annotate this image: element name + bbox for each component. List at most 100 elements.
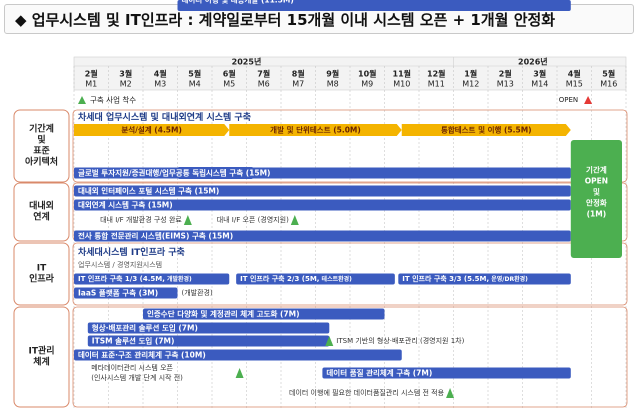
legend-open-label: OPEN [559, 96, 578, 104]
month-label: 10월 [358, 69, 377, 79]
split-milestone-icon [235, 368, 244, 378]
infra-segment-bar-sublabel: 개발환경) [165, 275, 192, 283]
phase-arrow-label: 통합테스트 및 이행 (5.5M) [441, 125, 532, 135]
infra-segment-bar-label: IT 인프라 구축 2/3 (5M, 테스트환경) [240, 274, 352, 283]
task-bar [322, 367, 571, 379]
task-bar [143, 308, 385, 320]
month-index-label: M11 [428, 80, 445, 89]
section-note-label: 업무시스템 / 경영지원시스템 [78, 260, 162, 269]
section-label-box [13, 109, 70, 183]
task-bar-label: ITSM 솔루션 도입 (7M) [92, 336, 175, 346]
month-label: 5월 [602, 69, 615, 79]
month-label: 4월 [568, 69, 581, 79]
task-bar-label: 데이터 이행 및 대응개발 (11.5M) [182, 0, 294, 5]
month-label: 8월 [292, 69, 305, 79]
task-bar-label: 인증수단 다양화 및 계정관리 체계 고도화 (7M) [147, 309, 300, 319]
month-label: 2월 [499, 69, 512, 79]
month-index-label: M1 [85, 80, 97, 89]
task-milestone-label: ITSM 기반의 형상·배포관리 (경영지원 1차) [336, 336, 464, 345]
section-frame [72, 109, 628, 183]
infra-segment-bar-sublabel: 테스트환경) [319, 275, 352, 283]
task-bar [74, 185, 571, 197]
stabilization-label: (1M) [587, 210, 607, 219]
year-label-2026: 2026년 [518, 57, 548, 67]
task-bar-label: 데이터 품질 관리체계 구축 (7M) [326, 368, 432, 378]
month-index-label: M14 [531, 80, 548, 89]
section-label-text: 인프라 [29, 273, 55, 285]
infra-segment-bar [236, 273, 395, 285]
infra-segment-bar-label: IT 인프라 구축 1/3 (4.5M, 개발환경) [78, 274, 192, 283]
task-bar-label: 형상·배포관리 솔루션 도입 (7M) [92, 323, 198, 333]
task-milestone-icon [325, 336, 334, 346]
milestone-label: 대내 I/F 오픈 (경영지원) [217, 215, 289, 224]
month-index-label: M10 [393, 80, 410, 89]
month-label: 11월 [393, 69, 412, 79]
infra-segment-bar-label: IT 인프라 구축 3/3 (5.5M, 운영/DR환경) [402, 274, 528, 283]
section-label-text: 연계 [33, 211, 50, 223]
section-label-text: 기간계 [29, 123, 54, 135]
infra-segment-bar-sublabel: 운영/DR환경) [489, 275, 528, 283]
phase-arrow [74, 124, 230, 136]
phase-arrow-label: 개발 및 단위테스트 (5.0M) [270, 125, 361, 135]
section-label-text: 아키텍처 [25, 156, 58, 168]
task-bar [177, 0, 571, 11]
task-bar [74, 349, 402, 361]
month-index-label: M6 [258, 80, 270, 89]
month-label: 5월 [188, 69, 201, 79]
split-milestone-label: 메타데이터관리 시스템 오픈 [91, 363, 173, 372]
task-bar [87, 335, 330, 347]
phase-arrow [401, 124, 571, 136]
month-label: 1월 [464, 69, 477, 79]
infra-segment-bar [74, 273, 230, 285]
month-label: 3월 [119, 69, 132, 79]
task-bar-label: 대내외 인터페이스 포털 시스템 구축 (15M) [78, 186, 219, 196]
stabilization-label: 기간계 [586, 165, 607, 175]
month-index-label: M5 [223, 80, 235, 89]
milestone-triangle-icon [446, 388, 455, 398]
section-header-label: 차세대 업무시스템 및 대내외연계 시스템 구축 [78, 111, 251, 123]
stabilization-label: 안정화 [586, 198, 607, 208]
task-bar-label: 데이터 표준·구조 관리체계 구축 (10M) [78, 350, 206, 360]
section-header-label: 차세대시스템 IT인프라 구축 [78, 246, 185, 258]
month-index-label: M9 [361, 80, 373, 89]
month-label: 9월 [326, 69, 339, 79]
month-index-label: M12 [462, 80, 479, 89]
infra-segment-bar [398, 273, 571, 285]
start-triangle-icon [78, 96, 86, 104]
task-bar-after-label: (개발환경) [182, 288, 213, 297]
task-bar [74, 199, 571, 211]
milestone-label: 데이터 이행에 필요한 데이터품질관리 시스템 전 적용 [289, 388, 445, 397]
section-label-text: 체계 [33, 356, 50, 368]
phase-arrow-label: 분석/설계 (4.5M) [121, 125, 182, 135]
legend-start-label: 구축 사업 착수 [90, 96, 136, 105]
section-frame [72, 306, 628, 408]
task-bar [74, 167, 571, 179]
milestone-label: 대내 I/F 개발환경 구성 완료 [100, 215, 182, 224]
section-label-text: IT [37, 264, 47, 274]
milestone-triangle-icon [183, 215, 192, 225]
month-index-label: M2 [120, 80, 132, 89]
task-bar-label: 대외연계 시스템 구축 (15M) [78, 200, 173, 210]
section-label-text: 표준 [33, 146, 50, 157]
month-label: 3월 [533, 69, 546, 79]
split-milestone-label: (인사시스템 개발 단계 시작 전) [91, 373, 183, 382]
month-index-label: M8 [327, 80, 339, 89]
task-bar-label: 전사 통합 전문관리 시스템(EIMS) 구축 (15M) [78, 231, 233, 241]
stabilization-box [570, 140, 622, 258]
month-index-label: M16 [600, 80, 617, 89]
month-index-label: M3 [154, 80, 166, 89]
task-bar [74, 287, 178, 299]
stabilization-label: OPEN [585, 177, 608, 186]
section-label-box [13, 306, 70, 408]
task-bar-label: 글로벌 투자지원/증권대행/업무공통 독립시스템 구축 (15M) [78, 168, 270, 178]
open-triangle-icon [584, 96, 593, 104]
section-label-box [13, 182, 70, 242]
section-label-box [13, 242, 70, 306]
month-index-label: M7 [292, 80, 304, 89]
milestone-triangle-icon [290, 215, 299, 225]
task-bar [87, 322, 330, 334]
month-index-label: M13 [497, 80, 514, 89]
year-label-2025: 2025년 [232, 57, 262, 67]
